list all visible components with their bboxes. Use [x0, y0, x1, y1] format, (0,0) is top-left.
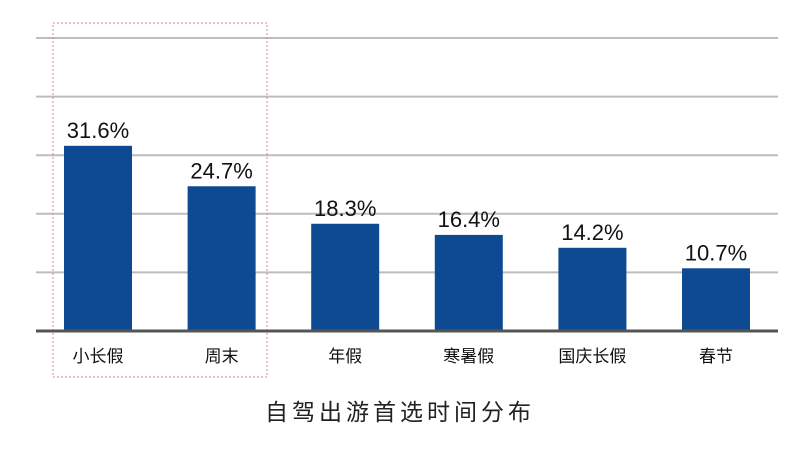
data-label: 16.4%: [438, 207, 500, 232]
category-labels: 小长假 周末 年假 寒暑假 国庆长假 春节: [73, 347, 734, 367]
category-label: 小长假: [73, 347, 124, 367]
category-label: 寒暑假: [443, 347, 494, 367]
bar: [434, 234, 503, 331]
category-label: 春节: [699, 347, 733, 367]
category-label: 国庆长假: [558, 347, 626, 367]
data-label: 10.7%: [685, 240, 747, 265]
bar: [558, 247, 627, 331]
bar: [187, 186, 256, 331]
value-labels: 31.6% 24.7% 18.3% 16.4% 14.2% 10.7%: [67, 118, 747, 265]
grid-lines: [36, 37, 778, 274]
data-label: 14.2%: [561, 220, 623, 245]
data-label: 31.6%: [67, 118, 129, 143]
chart-title: 自驾出游首选时间分布: [265, 400, 535, 426]
bars: [64, 145, 750, 331]
bar: [311, 223, 380, 331]
bar: [64, 145, 132, 331]
category-label: 年假: [328, 347, 362, 367]
data-label: 24.7%: [190, 158, 252, 183]
category-label: 周末: [205, 347, 239, 367]
data-label: 18.3%: [314, 196, 376, 221]
bar: [682, 268, 750, 331]
